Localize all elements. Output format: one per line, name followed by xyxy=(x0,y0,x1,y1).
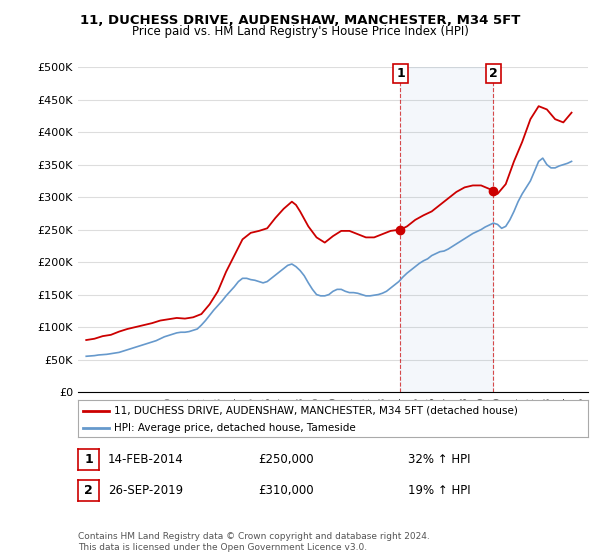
Text: 14-FEB-2014: 14-FEB-2014 xyxy=(108,453,184,466)
Text: 2: 2 xyxy=(489,67,498,80)
Text: 1: 1 xyxy=(396,67,405,80)
Text: £310,000: £310,000 xyxy=(258,484,314,497)
Text: 19% ↑ HPI: 19% ↑ HPI xyxy=(408,484,470,497)
Bar xyxy=(400,67,493,392)
Text: 32% ↑ HPI: 32% ↑ HPI xyxy=(408,453,470,466)
Text: 11, DUCHESS DRIVE, AUDENSHAW, MANCHESTER, M34 5FT (detached house): 11, DUCHESS DRIVE, AUDENSHAW, MANCHESTER… xyxy=(114,405,518,416)
Text: Contains HM Land Registry data © Crown copyright and database right 2024.
This d: Contains HM Land Registry data © Crown c… xyxy=(78,532,430,552)
Text: 11, DUCHESS DRIVE, AUDENSHAW, MANCHESTER, M34 5FT: 11, DUCHESS DRIVE, AUDENSHAW, MANCHESTER… xyxy=(80,14,520,27)
Text: 2: 2 xyxy=(84,484,93,497)
Text: 26-SEP-2019: 26-SEP-2019 xyxy=(108,484,183,497)
Text: HPI: Average price, detached house, Tameside: HPI: Average price, detached house, Tame… xyxy=(114,423,355,433)
Text: £250,000: £250,000 xyxy=(258,453,314,466)
Text: 1: 1 xyxy=(84,453,93,466)
Text: Price paid vs. HM Land Registry's House Price Index (HPI): Price paid vs. HM Land Registry's House … xyxy=(131,25,469,38)
